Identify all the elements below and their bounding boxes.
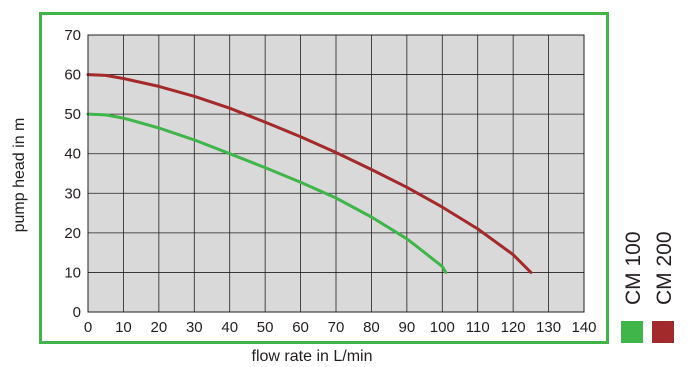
- y-tick-label: 40: [64, 146, 81, 163]
- y-tick-label: 50: [64, 106, 81, 123]
- series-line-2: [86, 73, 533, 274]
- x-tick-label: 60: [292, 319, 309, 336]
- x-tick-label: 70: [328, 319, 345, 336]
- x-axis-label: flow rate in L/min: [252, 348, 373, 365]
- curves: [86, 73, 533, 274]
- legend-label: CM 100: [622, 231, 645, 305]
- x-tick-label: 0: [84, 319, 92, 336]
- x-tick-labels: 0 10 20 30 40 50 60 70 80 90 100 110 120 130 140: [84, 319, 597, 336]
- x-tick-label: 110: [466, 319, 490, 336]
- x-tick-label: 20: [151, 319, 168, 336]
- x-tick-label: 30: [186, 319, 203, 336]
- x-tick-label: 120: [501, 319, 526, 336]
- y-tick-label: 70: [64, 27, 81, 44]
- x-tick-label: 130: [536, 319, 561, 336]
- series-line-1: [86, 112, 448, 274]
- plot-border: [87, 34, 585, 313]
- y-tick-label: 60: [64, 67, 81, 84]
- legend: CM 100 CM 200: [621, 231, 676, 343]
- y-axis-label: pump head in m: [11, 118, 28, 233]
- x-tick-label: 90: [399, 319, 416, 336]
- y-tick-label: 0: [73, 304, 81, 321]
- legend-swatch: [621, 321, 643, 343]
- x-tick-label: 100: [430, 319, 455, 336]
- y-tick-label: 10: [64, 264, 81, 281]
- x-tick-label: 140: [571, 319, 596, 336]
- x-tick-label: 40: [221, 319, 238, 336]
- y-tick-label: 20: [64, 225, 81, 242]
- x-tick-label: 80: [363, 319, 380, 336]
- legend-swatch: [652, 321, 674, 343]
- y-tick-label: 30: [64, 185, 81, 202]
- y-tick-labels: 0 10 20 30 40 50 60 70: [64, 27, 81, 321]
- legend-label: CM 200: [653, 231, 676, 305]
- x-tick-label: 50: [257, 319, 274, 336]
- x-tick-label: 10: [115, 319, 132, 336]
